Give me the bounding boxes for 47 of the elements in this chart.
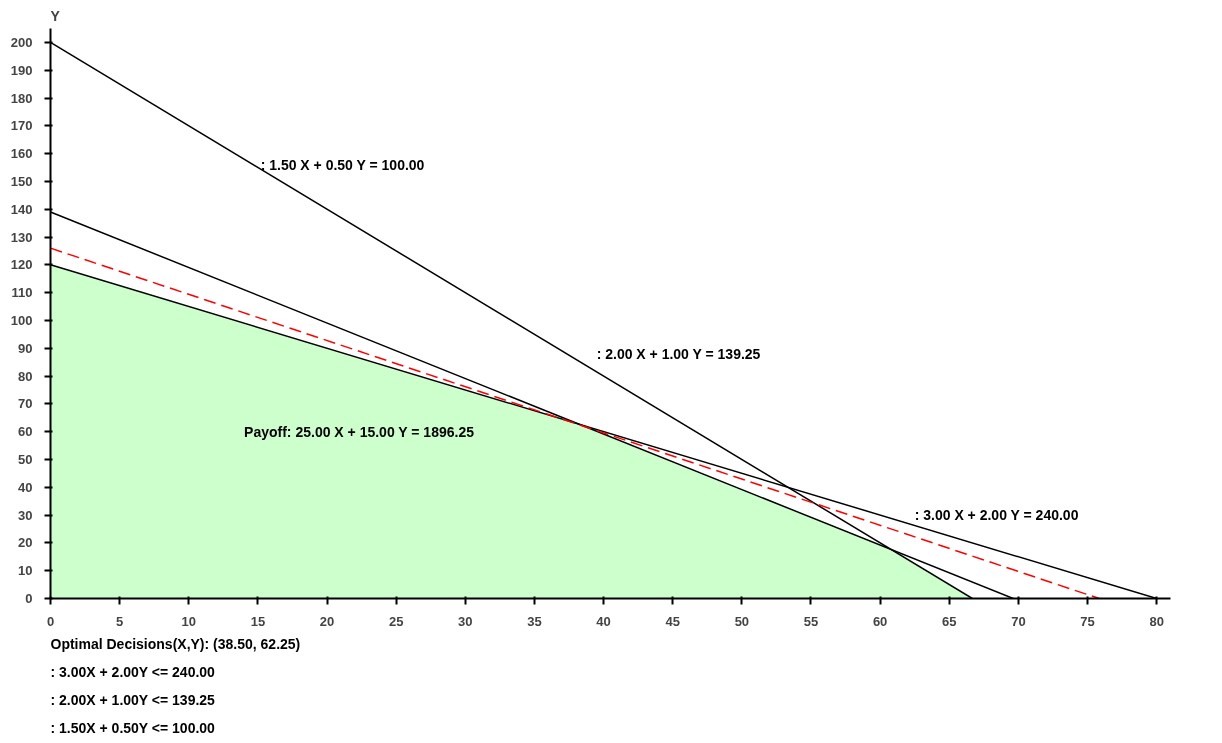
y-tick-label: 190 (10, 62, 33, 78)
y-tick-label: 50 (18, 451, 33, 467)
x-tick-label: 15 (250, 613, 266, 629)
y-axis-title: Y (50, 7, 61, 24)
annotation: : 2.00 X + 1.00 Y = 139.25 (596, 345, 761, 362)
y-tick-label: 40 (18, 479, 33, 495)
y-tick-label: 110 (11, 285, 33, 301)
x-tick-label: 75 (1080, 613, 1095, 629)
y-tick-label: 80 (18, 368, 33, 384)
y-tick-label: 180 (10, 90, 33, 106)
text: : 2.00X + 1.00Y <= 139.25 (50, 691, 216, 708)
x-tick-label: 5 (116, 613, 124, 629)
text: : 3.00X + 2.00Y <= 240.00 (50, 663, 216, 680)
x-tick-label: 45 (665, 613, 680, 629)
x-tick-label: 10 (181, 613, 197, 629)
annotation: Payoff: 25.00 X + 15.00 Y = 1896.25 (244, 423, 475, 440)
text: Optimal Decisions(X,Y): (38.50, 62.25) (50, 635, 301, 652)
x-tick-label: 55 (803, 613, 819, 629)
y-tick-label: 160 (10, 146, 33, 162)
x-tick-label: 65 (942, 613, 957, 629)
y-tick-label: 140 (10, 201, 33, 217)
y-tick-label: 200 (10, 34, 33, 50)
text: : 1.50X + 0.50Y <= 100.00 (50, 719, 216, 736)
y-tick-label: 30 (18, 507, 33, 523)
y-tick-label: 120 (10, 257, 33, 273)
x-tick-label: 40 (596, 613, 611, 629)
y-tick-label: 130 (10, 229, 33, 245)
x-tick-label: 70 (1011, 613, 1026, 629)
x-tick-label: 0 (46, 613, 55, 629)
annotation: : 3.00 X + 2.00 Y = 240.00 (914, 507, 1079, 524)
y-tick-label: 90 (18, 340, 33, 356)
x-tick-label: 60 (872, 613, 888, 629)
x-tick-label: 80 (1149, 613, 1164, 629)
x-tick-label: 50 (734, 613, 750, 629)
x-tick-label: 35 (527, 613, 542, 629)
y-tick-label: 0 (25, 591, 33, 606)
x-tick-label: 30 (458, 613, 473, 629)
y-tick-label: 170 (10, 118, 33, 134)
y-tick-label: 10 (18, 563, 33, 579)
x-tick-label: 20 (319, 613, 335, 629)
annotation: : 1.50 X + 0.50 Y = 100.00 (260, 156, 425, 173)
y-tick-label: 20 (18, 535, 33, 551)
x-tick-label: 25 (388, 613, 404, 629)
y-tick-label: 100 (10, 312, 33, 328)
y-tick-label: 150 (10, 173, 33, 189)
y-tick-label: 70 (18, 396, 33, 412)
y-tick-label: 60 (18, 424, 33, 440)
